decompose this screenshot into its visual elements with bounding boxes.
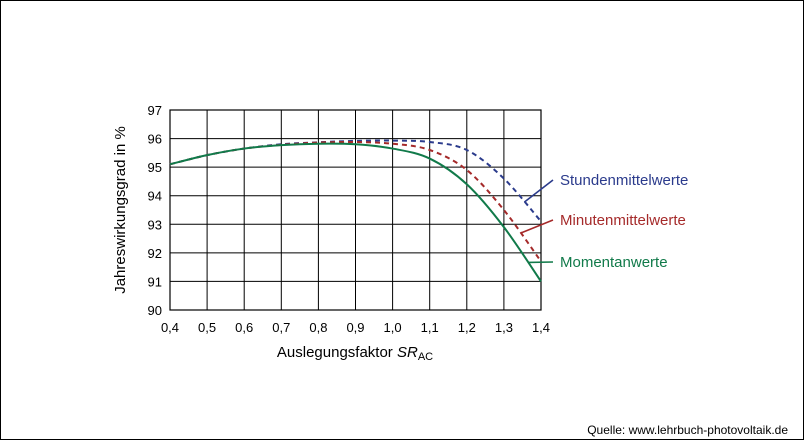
legend-label-stundenmittelwerte: Stundenmittelwerte — [560, 172, 688, 189]
x-axis-label: Auslegungsfaktor SRAC — [277, 344, 433, 363]
x-tick-label: 1,3 — [495, 320, 513, 335]
legend-leader-minutenmittelwerte — [520, 219, 554, 234]
tick-labels: 0,4 0,5 0,6 0,7 0,8 0,9 1,0 1,1 1,2 1,3 1,4 90 91 92 9… — [148, 103, 551, 335]
x-tick-label: 0,7 — [272, 320, 290, 335]
y-tick-label: 92 — [148, 246, 162, 261]
legend-label-momentanwerte: Momentanwerte — [560, 254, 668, 271]
y-tick-label: 97 — [148, 103, 162, 118]
x-tick-label: 1,1 — [421, 320, 439, 335]
legend-leader-stundenmittelwerte — [523, 179, 554, 203]
x-tick-label: 0,5 — [198, 320, 216, 335]
y-tick-label: 96 — [148, 132, 162, 147]
source-note: Quelle: www.lehrbuch-photovoltaik.de — [587, 423, 788, 437]
x-tick-label: 0,4 — [161, 320, 179, 335]
legend: Stundenmittelwerte Minutenmittelwerte Mome… — [520, 172, 688, 271]
x-tick-label: 1,4 — [532, 320, 550, 335]
series-line-momentanwerte — [169, 142, 542, 282]
series-lines — [169, 139, 542, 282]
x-axis-label-sub: AC — [418, 351, 433, 363]
x-tick-label: 1,0 — [384, 320, 402, 335]
y-tick-label: 90 — [148, 303, 162, 318]
plot-area-border — [169, 109, 542, 311]
x-tick-label: 0,6 — [235, 320, 253, 335]
x-tick-label: 0,8 — [309, 320, 327, 335]
x-axis-label-var: SR — [397, 344, 418, 361]
legend-label-minutenmittelwerte: Minutenmittelwerte — [560, 212, 686, 229]
y-tick-label: 95 — [148, 160, 162, 175]
x-tick-label: 0,9 — [346, 320, 364, 335]
x-axis-label-text: Auslegungsfaktor — [277, 344, 397, 361]
y-tick-label: 91 — [148, 274, 162, 289]
chart-grid — [169, 109, 542, 311]
x-tick-label: 1,2 — [458, 320, 476, 335]
y-axis-label: Jahreswirkungsgrad in % — [112, 126, 129, 294]
y-tick-label: 94 — [148, 189, 162, 204]
y-tick-label: 93 — [148, 217, 162, 232]
